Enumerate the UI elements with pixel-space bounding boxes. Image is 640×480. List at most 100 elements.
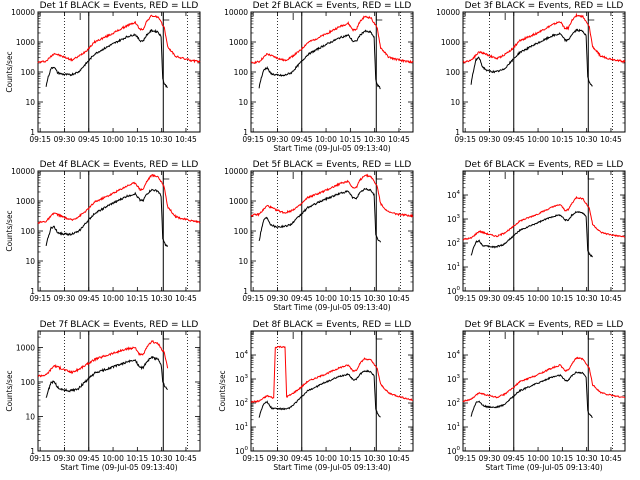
- events-series-line: [258, 187, 382, 243]
- y-tick-label: 100: [447, 446, 461, 456]
- events-series-line: [45, 188, 169, 247]
- panel-title: Det 1f BLACK = Events, RED = LLD: [40, 1, 199, 11]
- x-tick-label: 09:45: [503, 294, 525, 303]
- y-tick-label: 10000: [224, 167, 248, 176]
- interval-bracket: [587, 172, 595, 180]
- x-tick-label: 09:30: [479, 294, 501, 303]
- x-tick-label: 09:15: [29, 294, 51, 303]
- x-tick-label: 09:45: [78, 135, 100, 144]
- y-tick-label: 10: [25, 98, 35, 107]
- x-tick-label: 10:00: [527, 454, 549, 463]
- y-tick-label: 100: [21, 378, 36, 387]
- x-tick-label: 09:45: [503, 454, 525, 463]
- x-axis-label: Start Time (09-Jul-05 09:13:40): [273, 144, 390, 153]
- interval-bracket: [162, 172, 170, 180]
- events-series-line: [45, 356, 168, 398]
- y-tick-label: 101: [235, 422, 248, 432]
- x-tick-label: 10:00: [527, 135, 549, 144]
- y-tick-label: 100: [447, 286, 461, 296]
- x-tick-label: 09:15: [242, 135, 264, 144]
- x-tick-label: 09:45: [291, 454, 313, 463]
- y-tick-label: 10: [25, 257, 35, 266]
- x-tick-label: 10:00: [315, 294, 337, 303]
- x-tick-label: 09:15: [242, 294, 264, 303]
- x-tick-label: 10:45: [388, 454, 410, 463]
- x-tick-label: 09:15: [454, 454, 476, 463]
- x-tick-label: 10:45: [600, 135, 622, 144]
- y-tick-label: 103: [447, 374, 461, 384]
- panel-title: Det 9f BLACK = Events, RED = LLD: [465, 320, 624, 330]
- interval-bracket: [375, 13, 383, 21]
- x-tick-label: 09:45: [291, 294, 313, 303]
- y-axis-label: Counts/sec: [5, 51, 14, 92]
- y-tick-label: 10000: [224, 8, 248, 17]
- plot-frame: [250, 330, 414, 452]
- y-tick-label: 10: [238, 98, 248, 107]
- y-tick-label: 1000: [16, 343, 35, 352]
- x-tick-label: 10:15: [127, 454, 149, 463]
- y-tick-label: 10000: [11, 8, 35, 17]
- x-tick-label: 09:15: [29, 454, 51, 463]
- events-series-line: [258, 369, 381, 418]
- events-series-line: [470, 28, 593, 87]
- lld-series-line: [250, 15, 414, 65]
- plot-frame: [462, 330, 626, 452]
- interval-bracket: [375, 332, 383, 340]
- x-tick-label: 10:00: [102, 454, 124, 463]
- interval-bracket: [587, 13, 595, 21]
- y-tick-label: 100: [234, 68, 249, 77]
- lld-series-line: [462, 12, 626, 64]
- y-tick-label: 104: [235, 350, 249, 360]
- x-tick-label: 10:15: [552, 294, 574, 303]
- interval-bracket: [162, 13, 170, 21]
- x-tick-label: 10:00: [102, 135, 124, 144]
- x-tick-label: 09:15: [454, 294, 476, 303]
- y-tick-label: 10000: [11, 167, 35, 176]
- lld-series-line: [37, 14, 201, 64]
- y-tick-label: 1: [30, 287, 35, 296]
- lld-series-line: [250, 173, 414, 218]
- x-tick-label: 09:15: [242, 454, 264, 463]
- x-tick-label: 10:45: [388, 135, 410, 144]
- x-tick-label: 10:00: [102, 294, 124, 303]
- x-tick-label: 10:30: [364, 454, 386, 463]
- x-tick-label: 09:45: [503, 135, 525, 144]
- y-axis-label: Counts/sec: [5, 210, 14, 251]
- x-tick-label: 10:30: [576, 294, 598, 303]
- lld-series-line: [37, 340, 169, 378]
- y-tick-label: 1000: [229, 38, 248, 47]
- y-tick-label: 1: [30, 128, 35, 137]
- x-tick-label: 09:45: [78, 454, 100, 463]
- y-tick-label: 101: [447, 422, 460, 432]
- y-tick-label: 102: [447, 238, 460, 248]
- interval-bracket: [375, 172, 383, 180]
- y-tick-label: 10000: [436, 8, 460, 17]
- x-tick-label: 09:15: [29, 135, 51, 144]
- x-tick-label: 10:15: [552, 135, 574, 144]
- y-tick-label: 1000: [441, 38, 460, 47]
- y-tick-label: 1000: [16, 38, 35, 47]
- plot-frame: [462, 170, 626, 292]
- y-tick-label: 100: [234, 227, 249, 236]
- x-tick-label: 10:45: [600, 454, 622, 463]
- x-tick-label: 10:00: [315, 454, 337, 463]
- plot-frame: [250, 11, 414, 133]
- y-tick-label: 103: [235, 374, 249, 384]
- y-tick-label: 1: [30, 447, 35, 456]
- y-tick-label: 10: [25, 412, 35, 421]
- x-tick-label: 10:30: [151, 135, 173, 144]
- x-tick-label: 09:30: [267, 135, 289, 144]
- x-tick-label: 09:30: [479, 135, 501, 144]
- lld-series-line: [37, 173, 201, 225]
- x-tick-label: 10:30: [151, 454, 173, 463]
- x-tick-label: 09:30: [267, 294, 289, 303]
- x-tick-label: 09:30: [267, 454, 289, 463]
- x-tick-label: 10:30: [576, 454, 598, 463]
- x-tick-label: 09:30: [479, 454, 501, 463]
